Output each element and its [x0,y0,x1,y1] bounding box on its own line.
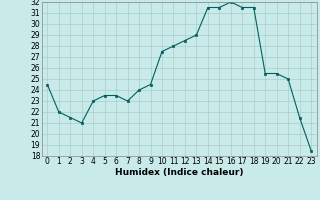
X-axis label: Humidex (Indice chaleur): Humidex (Indice chaleur) [115,168,244,177]
